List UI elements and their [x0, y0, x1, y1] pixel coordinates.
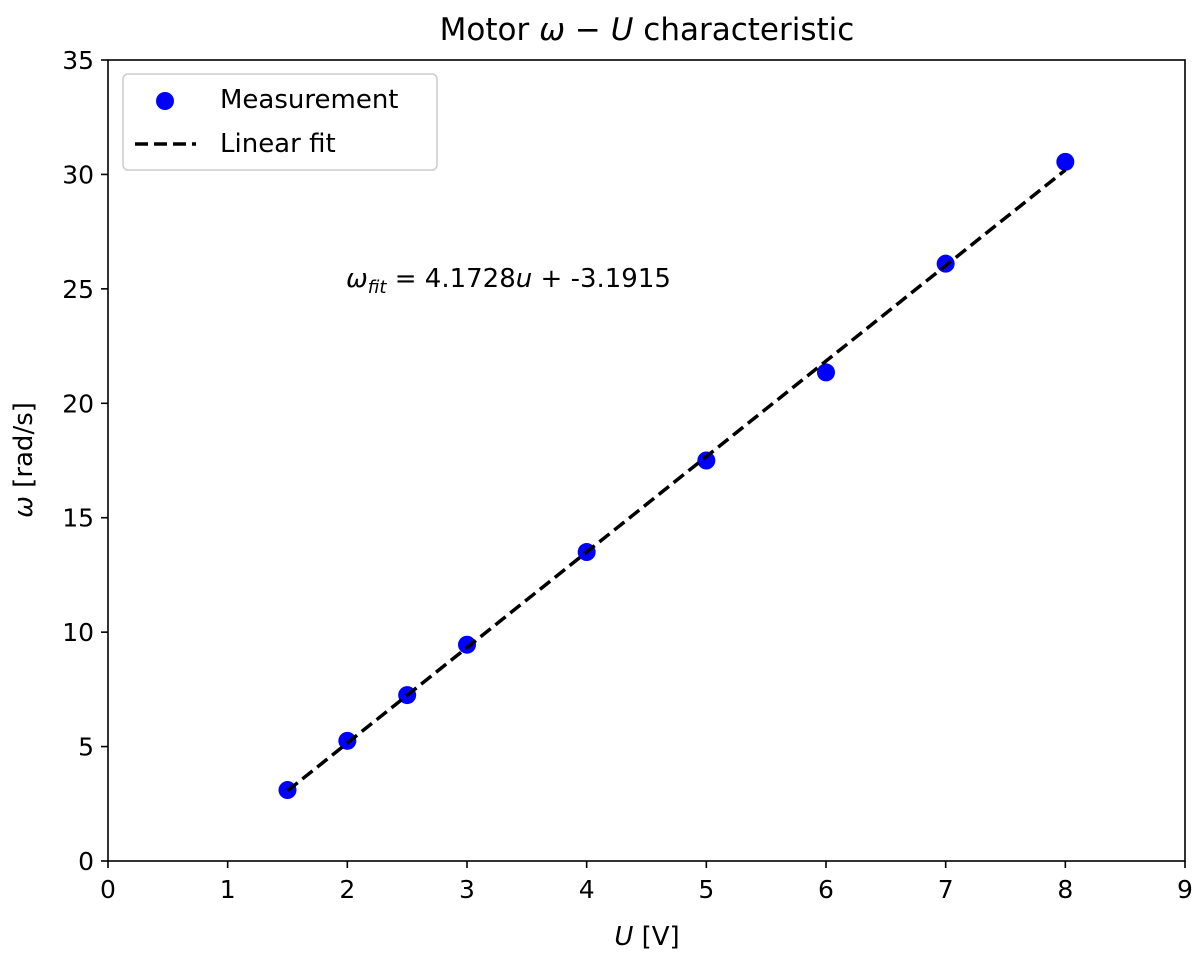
y-tick-label: 20	[62, 389, 94, 418]
linear-fit-line	[286, 168, 1067, 793]
x-axis: 0 1 2 3 4 5 6 7 8 9	[100, 861, 1193, 904]
legend-marker-measurement	[156, 92, 174, 110]
x-tick-label: 3	[459, 875, 475, 904]
legend: Measurement Linear fit	[122, 73, 438, 171]
y-tick-label: 35	[62, 46, 94, 75]
legend-label-measurement: Measurement	[220, 85, 399, 115]
y-tick-label: 30	[62, 160, 94, 189]
y-tick-label: 5	[78, 733, 94, 762]
x-tick-label: 8	[1057, 875, 1073, 904]
measurement-point	[458, 635, 476, 654]
x-tick-label: 7	[938, 875, 954, 904]
fit-equation-annotation: ωfit = 4.1728u + -3.1915	[346, 264, 671, 298]
measurement-point	[1056, 152, 1075, 171]
x-tick-label: 9	[1177, 875, 1193, 904]
y-axis-label: ω [rad/s]	[9, 402, 39, 518]
x-tick-label: 5	[698, 875, 714, 904]
chart-title: Motor ω − U characteristic	[440, 12, 855, 48]
y-tick-label: 0	[78, 847, 94, 876]
x-tick-label: 1	[220, 875, 236, 904]
axes-frame	[107, 59, 1186, 862]
measurement-point	[697, 451, 716, 470]
y-tick-label: 15	[62, 504, 94, 533]
legend-box	[122, 73, 438, 171]
x-tick-label: 0	[100, 875, 116, 904]
measurement-point	[817, 363, 835, 382]
legend-label-linear-fit: Linear fit	[220, 129, 336, 159]
x-tick-label: 4	[579, 875, 595, 904]
y-axis: 0 5 10 15 20 25 30 35	[62, 46, 108, 876]
y-tick-label: 25	[62, 275, 94, 304]
plot-area	[278, 152, 1075, 800]
x-axis-label: U [V]	[614, 922, 679, 952]
x-tick-label: 2	[339, 875, 355, 904]
x-tick-label: 6	[818, 875, 834, 904]
y-tick-label: 10	[62, 618, 94, 647]
